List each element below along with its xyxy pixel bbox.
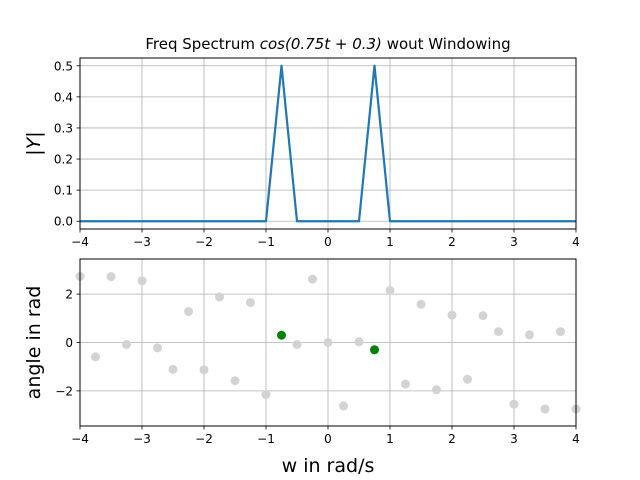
y-axis-label-bottom: angle in rad <box>23 286 45 400</box>
phase-point <box>339 401 348 411</box>
phase-point <box>106 272 116 282</box>
y-axis-label-top: |Y| <box>23 131 45 155</box>
phase-point <box>556 327 565 337</box>
x-axis-label-bottom: w in rad/s <box>282 455 375 477</box>
y-tick-label: 0.3 <box>54 121 73 135</box>
y-ticks-top: 0.0 0.1 0.2 0.3 0.4 0.5 <box>54 59 80 229</box>
x-tick-label: −2 <box>195 235 213 249</box>
phase-point-highlight <box>277 330 286 340</box>
phase-point <box>122 339 131 349</box>
y-tick-label: 0.0 <box>54 215 73 229</box>
grid-top <box>79 58 577 229</box>
y-tick-label: 0.5 <box>54 59 73 73</box>
phase-point <box>246 298 255 308</box>
y-tick-label: 0.4 <box>54 90 73 104</box>
x-tick-label: 2 <box>448 235 456 249</box>
x-tick-label: −3 <box>133 432 151 446</box>
phase-point <box>463 374 472 384</box>
chart-title: Freq Spectrum cos(0.75t + 0.3) wout Wind… <box>145 35 510 53</box>
phase-point <box>215 292 224 302</box>
phase-point <box>494 327 503 337</box>
phase-series <box>75 271 581 414</box>
phase-point <box>91 352 100 362</box>
y-ticks-bottom: −2 0 2 <box>55 288 80 398</box>
x-tick-label: −3 <box>133 235 151 249</box>
y-tick-label: −2 <box>55 384 73 398</box>
x-tick-label: 3 <box>510 432 518 446</box>
phase-point <box>447 310 457 320</box>
phase-point <box>401 379 410 389</box>
x-ticks-bottom: −4 −3 −2 −1 0 1 2 3 4 <box>71 426 580 446</box>
x-tick-label: −4 <box>71 432 89 446</box>
x-ticks-top: −4 −3 −2 −1 0 1 2 3 4 <box>71 229 580 249</box>
phase-point <box>354 337 364 347</box>
x-tick-label: −1 <box>257 432 275 446</box>
phase-point <box>230 376 240 386</box>
phase-point <box>432 385 441 395</box>
x-tick-label: 2 <box>448 432 456 446</box>
x-tick-label: 1 <box>386 235 394 249</box>
y-tick-label: 0.1 <box>54 184 73 198</box>
phase-point <box>199 365 209 375</box>
phase-point <box>385 285 395 295</box>
x-tick-label: 0 <box>324 432 332 446</box>
phase-point <box>137 276 147 286</box>
x-tick-label: 4 <box>572 235 580 249</box>
y-tick-label: 2 <box>65 288 73 302</box>
phase-point <box>153 343 162 353</box>
y-tick-label: 0.2 <box>54 153 73 167</box>
x-tick-label: 0 <box>324 235 332 249</box>
phase-point <box>261 390 271 400</box>
y-tick-label: 0 <box>65 336 73 350</box>
magnitude-line <box>80 64 576 223</box>
phase-point <box>416 299 426 309</box>
phase-point <box>525 330 534 340</box>
x-tick-label: −4 <box>71 235 89 249</box>
phase-point <box>323 338 333 347</box>
x-tick-label: 4 <box>572 432 580 446</box>
phase-point <box>292 339 302 349</box>
x-tick-label: 3 <box>510 235 518 249</box>
phase-point <box>168 364 178 374</box>
phase-point <box>509 399 519 409</box>
x-tick-label: −1 <box>257 235 275 249</box>
x-tick-label: 1 <box>386 432 394 446</box>
phase-point <box>540 404 550 414</box>
spectrum-magnitude-panel: Freq Spectrum cos(0.75t + 0.3) wout Wind… <box>23 35 580 249</box>
phase-point-highlight <box>370 345 379 355</box>
phase-point <box>308 274 317 284</box>
magnitude-series <box>80 64 576 223</box>
spectrum-phase-panel: −4 −3 −2 −1 0 1 2 3 4 −2 0 2 w in rad/s angle in r… <box>23 258 581 477</box>
phase-point <box>478 311 488 321</box>
x-tick-label: −2 <box>195 432 213 446</box>
phase-point <box>184 307 193 317</box>
